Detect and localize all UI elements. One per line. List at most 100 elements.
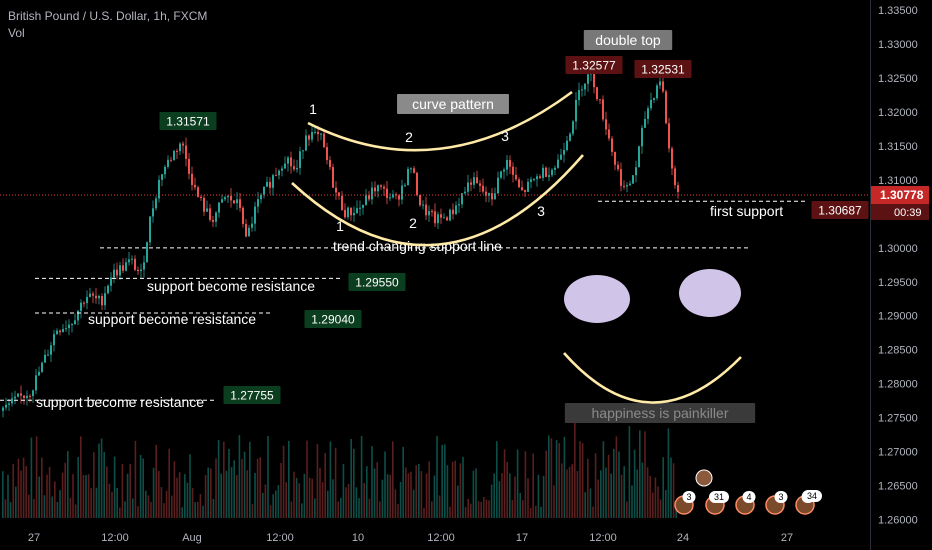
price-tag-text: 1.29040 [311,312,355,326]
candle-body [458,204,460,206]
volume-bar [444,444,446,518]
volume-bar [649,475,651,518]
candle-body [224,197,226,200]
volume-bar [186,482,189,518]
candle-body [317,131,319,135]
volume-bar [672,463,675,518]
volume-bar [438,495,441,518]
candle-body [371,187,373,200]
volume-bar [90,488,92,518]
volume-bar [542,475,545,518]
candle-body [71,324,73,326]
point-label: 3 [537,203,545,219]
volume-bar [22,457,25,518]
volume-bar [163,503,165,518]
volume-bar [43,495,46,518]
volume-bar [82,475,85,518]
candle-body [203,198,205,212]
volume-bar [587,458,589,518]
candle-body [257,199,259,207]
candle-body [26,395,28,399]
volume-bar [488,500,490,518]
y-tick-label: 1.26500 [878,480,918,492]
candle-body [383,186,385,189]
upper-curve [307,90,573,152]
volume-bar [522,500,524,518]
candle-body [509,159,511,167]
support-label: support become resistance [147,278,315,294]
candle-body [173,150,175,161]
price-tag-bg [304,310,362,328]
volume-bars [2,422,677,518]
volume-bar [168,448,170,518]
volume-bar [225,470,228,518]
candle-body [608,129,610,139]
candle-body [272,175,274,188]
candle-body [521,187,523,191]
x-tick-label: 12:00 [101,532,129,544]
volume-bar [459,463,462,518]
point-label: 1 [309,101,317,117]
smiley-right-eye [679,269,741,317]
volume-bar [483,496,485,518]
candle-body [32,390,34,397]
volume-bar [667,428,670,518]
price-tag: 1.32531 [634,60,692,78]
candle-body [341,195,343,210]
candle-body [548,175,550,177]
volume-bar [407,473,410,518]
candle-body [299,151,301,168]
volume-bar [80,436,82,518]
curve-pattern-label-bg [397,94,509,114]
curve-pattern-label-text: curve pattern [412,96,494,112]
volume-bar [610,473,612,518]
price-tag-bg [565,56,623,74]
candle-body [488,193,490,196]
volume-bar [72,474,74,518]
volume-bar [524,451,527,518]
volume-bar [238,435,241,518]
volume-bar [350,438,352,518]
volume-bar [134,440,137,518]
volume-bar [228,448,230,518]
volume-bar [503,449,506,518]
volume-bar [373,468,376,518]
volume-bar [124,501,126,518]
price-tag-bg [159,112,217,130]
volume-bar [454,460,456,518]
candle-body [230,195,232,201]
volume-bar [38,476,40,518]
candle-body [545,167,547,177]
volume-bar [293,471,295,518]
point-label: 1 [336,218,344,234]
candle-body [353,213,355,216]
volume-bar [405,467,407,518]
volume-bar [249,441,251,518]
volume-bar [147,495,150,518]
candle-body [599,99,601,101]
y-tick-label: 1.33000 [878,39,918,51]
volume-bar [184,474,186,518]
volume-bar [56,502,59,518]
volume-bar [155,444,157,518]
candle-body [23,395,25,399]
candle-body [416,172,418,195]
volume-bar [77,456,79,518]
volume-bar [46,474,48,518]
volume-bar [415,465,417,518]
volume-bar [506,461,508,518]
candle-body [155,198,157,209]
volume-bar [589,488,592,518]
candle-body [161,174,163,180]
volume-bar [501,473,503,518]
event-count-text: 31 [714,492,724,502]
volume-bar [321,482,324,518]
volume-bar [462,456,464,518]
volume-bar [28,494,30,518]
volume-bar [568,466,571,518]
price-tag: 1.29040 [304,310,362,328]
candle-body [404,185,406,187]
volume-bar [597,479,599,518]
volume-bar [256,458,259,518]
